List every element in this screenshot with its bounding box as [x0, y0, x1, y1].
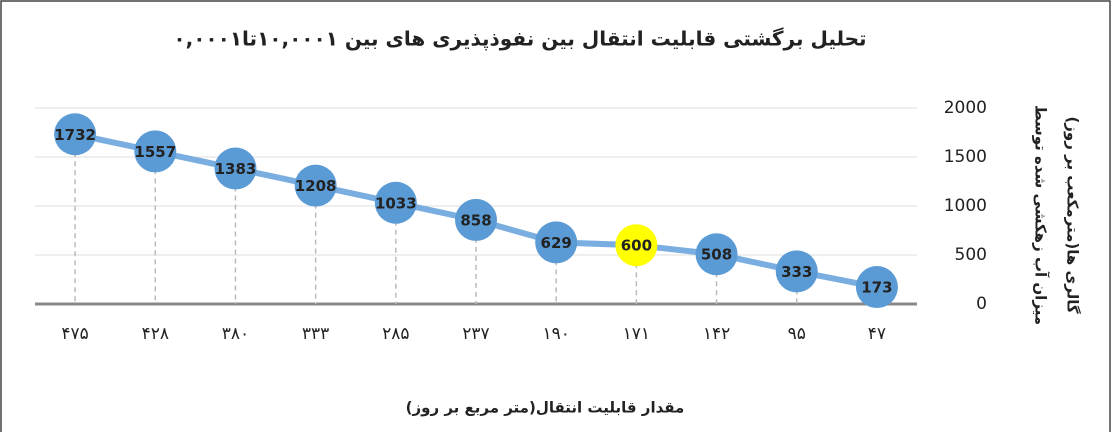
- x-tick-label: ۳۸۰: [222, 324, 249, 344]
- x-tick-label: ۱۹۰: [542, 324, 569, 344]
- marker: [455, 198, 497, 241]
- data-label: 1557: [134, 143, 176, 161]
- x-axis-label: مقدار قابلیت انتقال(متر مربع بر روز): [406, 399, 685, 417]
- x-tick-label: ۲۳۷: [462, 324, 489, 344]
- x-tick-label: ۴۲۸: [142, 324, 169, 344]
- y-tick-label: 1500: [944, 147, 987, 167]
- y-tick-label: 2000: [944, 98, 987, 118]
- marker: [134, 130, 177, 173]
- y-tick-label: 1000: [944, 196, 987, 216]
- marker: [54, 113, 97, 156]
- marker: [535, 221, 578, 264]
- x-tick-label: ۱۴۲: [703, 324, 730, 344]
- chart-title: تحلیل برگشتی قابلیت انتقال بین نفوذپذیری…: [173, 27, 866, 52]
- marker: [615, 224, 658, 267]
- y-axis-label: میزان آب زهکشی شده توسط: [1032, 105, 1050, 325]
- data-label: 1033: [375, 194, 417, 212]
- y-tick-label: 0: [976, 294, 987, 314]
- marker: [374, 181, 417, 224]
- data-label: 508: [701, 246, 732, 264]
- data-label: 1383: [215, 160, 257, 178]
- marker: [695, 233, 738, 276]
- data-label: 1208: [295, 177, 337, 195]
- x-tick-label: ۹۵: [788, 324, 806, 344]
- x-tick-label: ۱۷۱: [623, 324, 650, 344]
- x-tick-label: ۴۷: [868, 324, 886, 344]
- data-label: 600: [621, 237, 652, 255]
- x-tick-label: ۳۳۳: [302, 324, 329, 344]
- marker: [214, 147, 257, 190]
- marker: [775, 250, 818, 293]
- y-tick-label: 500: [955, 245, 987, 265]
- data-label: 1732: [54, 126, 96, 144]
- y-axis-label: گالری ها(مترمکعب بر روز): [1064, 116, 1082, 313]
- data-label: 333: [781, 263, 812, 281]
- data-label: 858: [460, 211, 491, 229]
- marker: [294, 164, 337, 207]
- x-tick-label: ۴۷۵: [61, 324, 88, 344]
- marker: [855, 266, 898, 309]
- data-label: 629: [541, 234, 572, 252]
- data-label: 173: [861, 279, 892, 297]
- x-tick-label: ۲۸۵: [382, 324, 409, 344]
